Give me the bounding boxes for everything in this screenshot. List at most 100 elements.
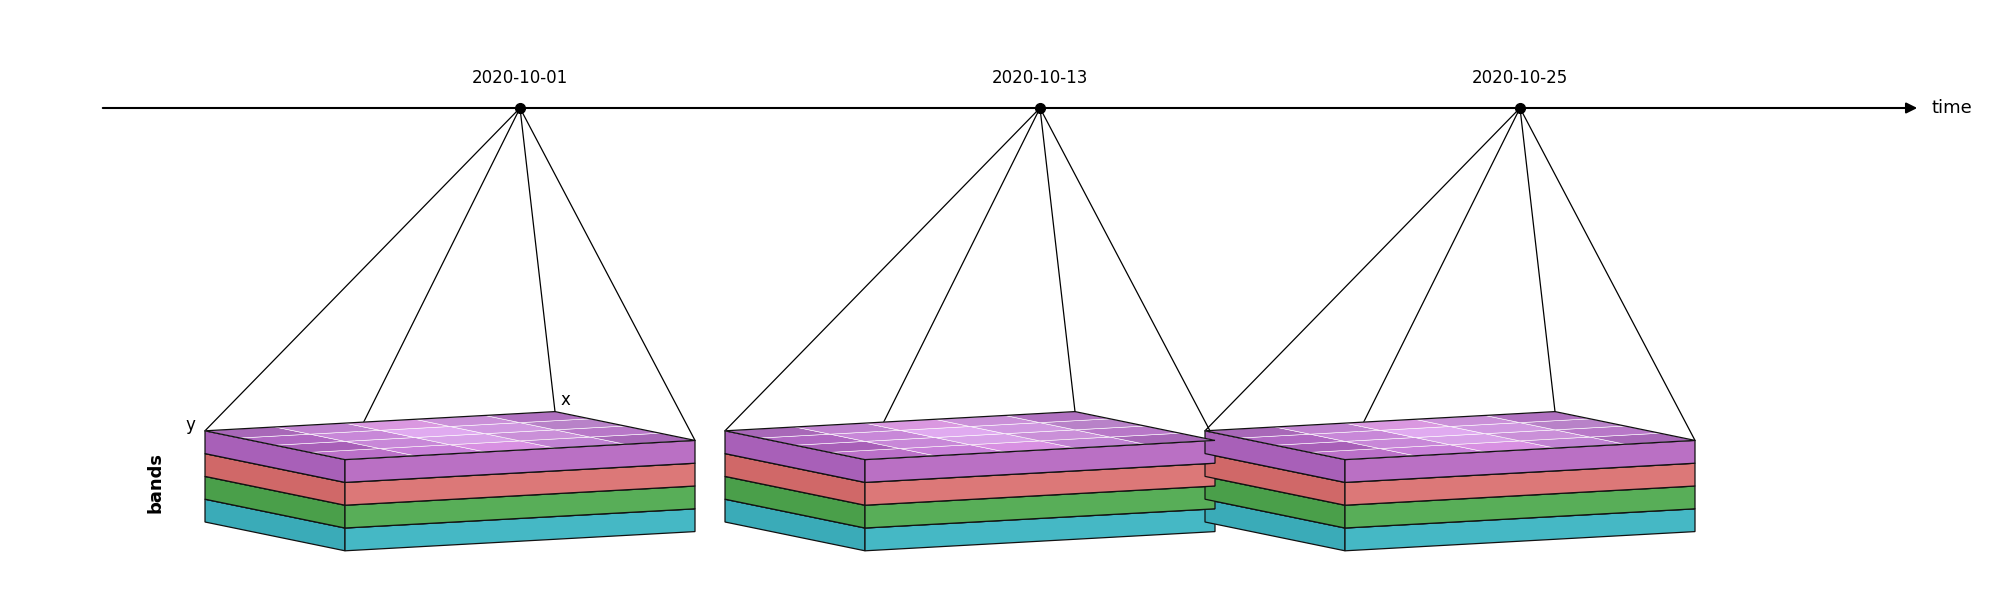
Polygon shape: [830, 430, 934, 442]
Polygon shape: [1380, 449, 1484, 460]
Polygon shape: [1240, 480, 1344, 491]
Polygon shape: [864, 419, 970, 430]
Polygon shape: [1484, 457, 1590, 468]
Polygon shape: [830, 449, 936, 460]
Polygon shape: [1276, 464, 1380, 475]
Polygon shape: [1204, 499, 1344, 551]
Polygon shape: [1004, 412, 1110, 422]
Polygon shape: [1520, 437, 1624, 448]
Polygon shape: [1110, 502, 1214, 512]
Polygon shape: [486, 475, 590, 487]
Polygon shape: [380, 427, 486, 437]
Polygon shape: [416, 479, 520, 490]
Polygon shape: [450, 464, 556, 475]
Polygon shape: [1344, 486, 1694, 528]
Polygon shape: [900, 427, 1004, 437]
Polygon shape: [416, 415, 520, 427]
Polygon shape: [1344, 465, 1450, 476]
Polygon shape: [724, 476, 864, 528]
Polygon shape: [1276, 487, 1380, 498]
Polygon shape: [1590, 479, 1694, 490]
Polygon shape: [864, 440, 1214, 482]
Polygon shape: [380, 513, 486, 524]
Polygon shape: [450, 441, 556, 452]
Polygon shape: [724, 496, 830, 506]
Polygon shape: [1556, 426, 1660, 437]
Polygon shape: [1040, 464, 1144, 475]
Polygon shape: [1204, 496, 1310, 506]
Polygon shape: [1040, 482, 1144, 494]
Polygon shape: [276, 446, 380, 457]
Polygon shape: [864, 465, 970, 476]
Polygon shape: [380, 445, 486, 456]
Polygon shape: [864, 486, 1214, 528]
Polygon shape: [1040, 437, 1144, 448]
Polygon shape: [1380, 427, 1484, 437]
Polygon shape: [864, 460, 970, 472]
Text: 2020-10-13: 2020-10-13: [992, 69, 1088, 87]
Polygon shape: [416, 434, 520, 445]
Polygon shape: [864, 437, 970, 449]
Polygon shape: [1004, 434, 1110, 445]
Polygon shape: [900, 449, 1004, 460]
Polygon shape: [1204, 450, 1310, 461]
Polygon shape: [1344, 460, 1450, 472]
Polygon shape: [970, 487, 1076, 497]
Polygon shape: [240, 434, 346, 445]
Polygon shape: [554, 472, 660, 482]
Polygon shape: [450, 491, 554, 502]
Polygon shape: [590, 502, 696, 512]
Polygon shape: [1344, 440, 1694, 482]
Polygon shape: [450, 487, 556, 497]
Polygon shape: [724, 450, 830, 461]
Polygon shape: [1484, 480, 1590, 491]
Polygon shape: [380, 449, 486, 460]
Polygon shape: [206, 476, 346, 528]
Polygon shape: [1484, 498, 1590, 509]
Polygon shape: [310, 494, 416, 505]
Polygon shape: [310, 476, 416, 487]
Polygon shape: [1276, 442, 1380, 452]
Polygon shape: [1040, 460, 1144, 471]
Polygon shape: [900, 513, 1004, 524]
Polygon shape: [794, 442, 900, 452]
Polygon shape: [416, 457, 520, 467]
Polygon shape: [346, 437, 450, 449]
Polygon shape: [276, 464, 380, 475]
Polygon shape: [346, 419, 450, 430]
Polygon shape: [1484, 452, 1590, 464]
Polygon shape: [276, 442, 380, 452]
Polygon shape: [206, 473, 310, 484]
Polygon shape: [864, 442, 970, 453]
Polygon shape: [554, 449, 660, 460]
Polygon shape: [1310, 476, 1414, 487]
Polygon shape: [1520, 505, 1624, 517]
Text: 2020-10-01: 2020-10-01: [472, 69, 568, 87]
Polygon shape: [554, 494, 660, 505]
Polygon shape: [760, 503, 864, 514]
Polygon shape: [206, 454, 346, 505]
Polygon shape: [1520, 482, 1624, 494]
Polygon shape: [1414, 461, 1520, 472]
Polygon shape: [1276, 446, 1380, 457]
Polygon shape: [416, 461, 520, 472]
Polygon shape: [450, 509, 556, 520]
Polygon shape: [900, 490, 1004, 502]
Polygon shape: [1276, 510, 1380, 521]
Polygon shape: [310, 430, 416, 442]
Polygon shape: [724, 431, 864, 482]
Polygon shape: [380, 495, 486, 506]
Polygon shape: [900, 472, 1004, 483]
Polygon shape: [1450, 422, 1556, 434]
Polygon shape: [1450, 464, 1556, 475]
Polygon shape: [1310, 499, 1414, 510]
Polygon shape: [1040, 442, 1144, 452]
Polygon shape: [486, 457, 590, 468]
Polygon shape: [1380, 490, 1484, 502]
Polygon shape: [794, 487, 900, 498]
Polygon shape: [1414, 438, 1520, 449]
Polygon shape: [1344, 488, 1450, 499]
Polygon shape: [346, 486, 696, 528]
Polygon shape: [900, 445, 1004, 456]
Polygon shape: [1450, 445, 1556, 457]
